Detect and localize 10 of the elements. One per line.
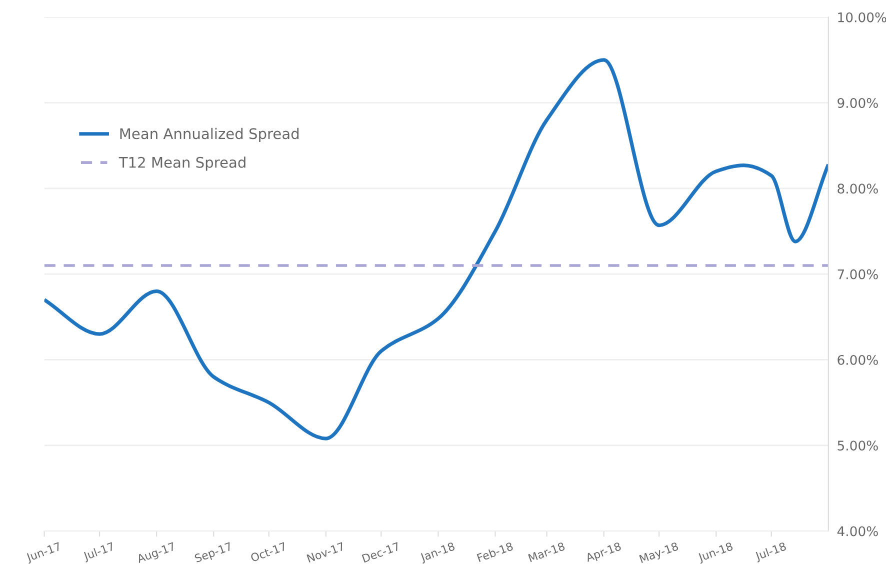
legend-label: Mean Annualized Spread (120, 128, 299, 142)
y-tick-label: 8.00% (838, 184, 878, 194)
y-tick-label: 5.00% (838, 440, 878, 451)
y-tick-label: 10.00% (838, 12, 886, 22)
line-series (44, 58, 828, 440)
y-tick-label: 4.00% (837, 526, 878, 536)
y-tick-label: 7.00% (838, 269, 878, 280)
legend-label: T12 Mean Spread (118, 156, 246, 171)
y-tick-label: 6.00% (838, 354, 878, 365)
y-tick-label: 9.00% (838, 98, 878, 108)
